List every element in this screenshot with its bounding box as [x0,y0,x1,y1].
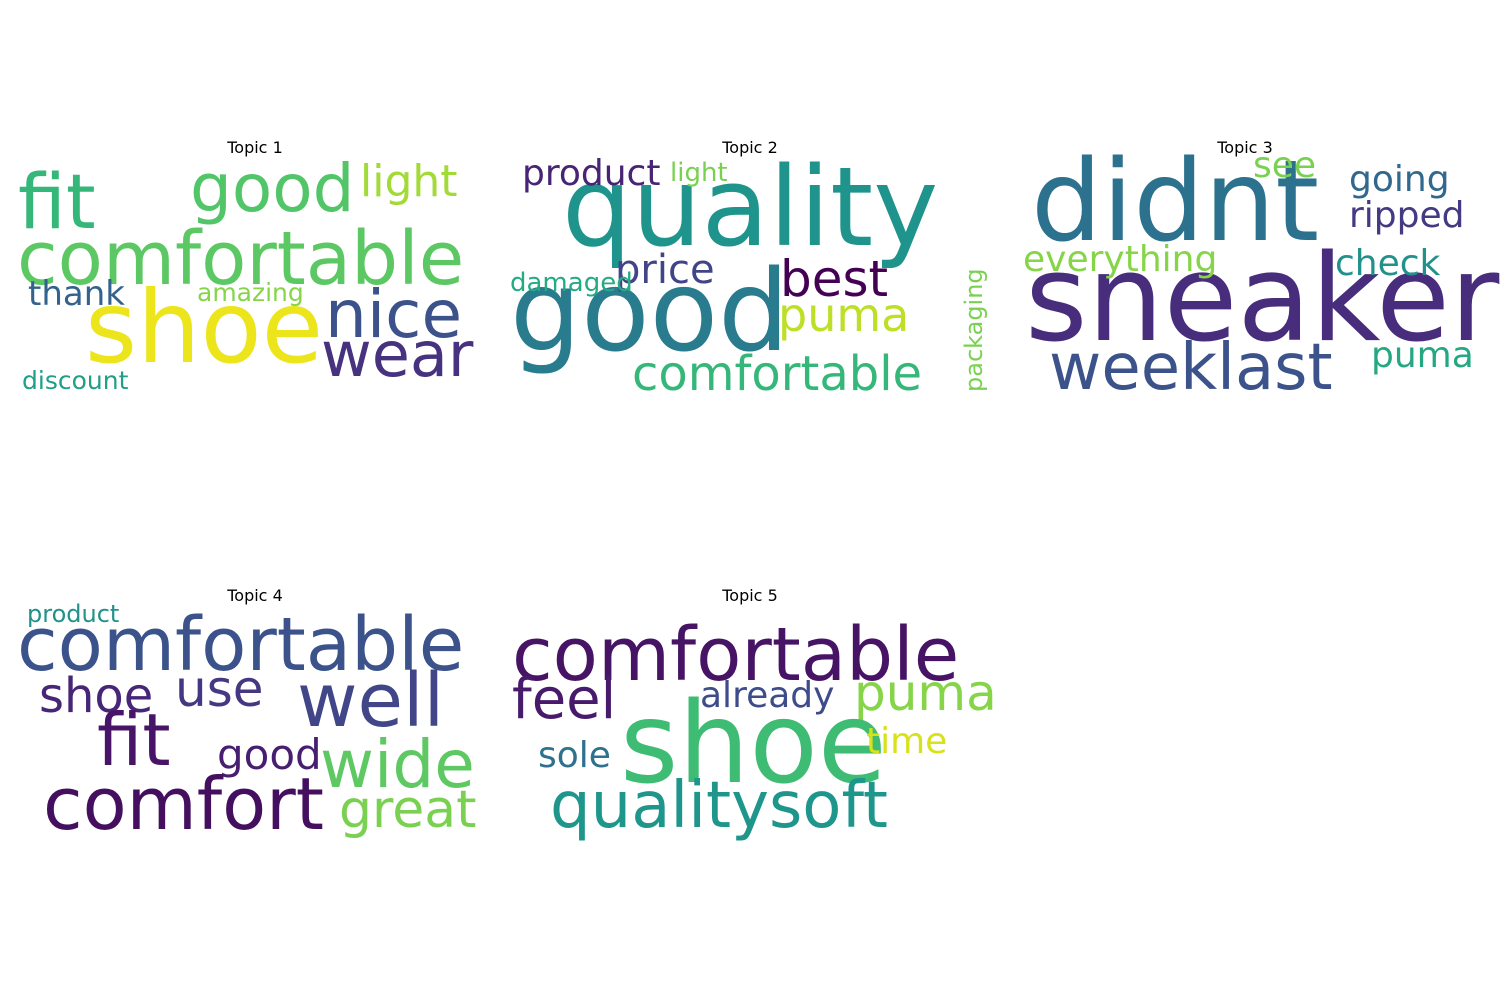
panel-title: Topic 3 [1217,138,1273,157]
word: puma [778,288,910,342]
word: didnt [1031,137,1320,267]
word: feel [512,667,617,732]
word: best [780,250,889,308]
panel-topic-1: Topic 1 shoe comfortable fit good light … [15,140,495,400]
word: see [1253,145,1317,186]
word: shoe [39,668,154,724]
word-cloud: comfortable product shoe use well fit go… [15,602,495,848]
word: quality [562,143,939,271]
word: everything [1023,239,1218,280]
panel-title: Topic 5 [722,586,778,605]
word: wear [321,318,474,391]
word: nice [325,276,463,353]
word: fit [18,157,96,246]
word: puma [854,664,997,722]
word: shoe [620,679,887,809]
word: comfortable [17,216,465,302]
word: light [360,156,458,207]
word: comfort [43,762,325,846]
word: light [670,158,728,188]
word: product [27,600,120,628]
word: sole [538,735,611,776]
word: already [700,675,835,716]
panel-topic-2: Topic 2 quality good product light best … [510,140,990,402]
word: use [175,660,264,718]
word: good [217,730,322,779]
word: price [615,247,715,293]
word: time [866,721,948,762]
word: discount [22,366,129,395]
word-cloud: comfortable feel already puma shoe sole … [510,608,997,848]
word: packaging [960,268,988,392]
word: comfortable [512,612,960,698]
panel-topic-3: Topic 3 didnt sneaker weeklast see going… [1005,140,1499,405]
word: damaged [510,268,633,298]
word: good [190,150,355,227]
word: sneaker [1025,230,1500,369]
word: puma [1371,335,1474,376]
panel-title: Topic 1 [227,138,283,157]
word: qualitysoft [550,769,888,843]
word: fit [97,698,171,782]
panel-title: Topic 4 [227,586,283,605]
word: ripped [1349,195,1465,236]
word-cloud: didnt sneaker weeklast see going ripped … [1005,146,1499,405]
word: great [339,780,477,840]
panel-topic-4: Topic 4 comfortable product shoe use wel… [15,588,495,848]
panel-topic-5: Topic 5 comfortable feel already puma sh… [510,588,997,848]
word: well [297,658,445,744]
word: product [522,153,661,194]
word-cloud: quality good product light best price da… [510,152,990,402]
word: thank [28,274,125,314]
word: shoe [85,269,324,386]
word: amazing [197,278,304,307]
word: wide [320,726,475,803]
word: good [510,247,790,377]
word: check [1335,243,1441,284]
word: going [1349,159,1450,200]
word: comfortable [632,346,923,402]
word-cloud: shoe comfortable fit good light nice wea… [15,156,495,400]
panel-title: Topic 2 [722,138,778,157]
word: comfortable [17,602,465,688]
word: weeklast [1049,331,1333,405]
